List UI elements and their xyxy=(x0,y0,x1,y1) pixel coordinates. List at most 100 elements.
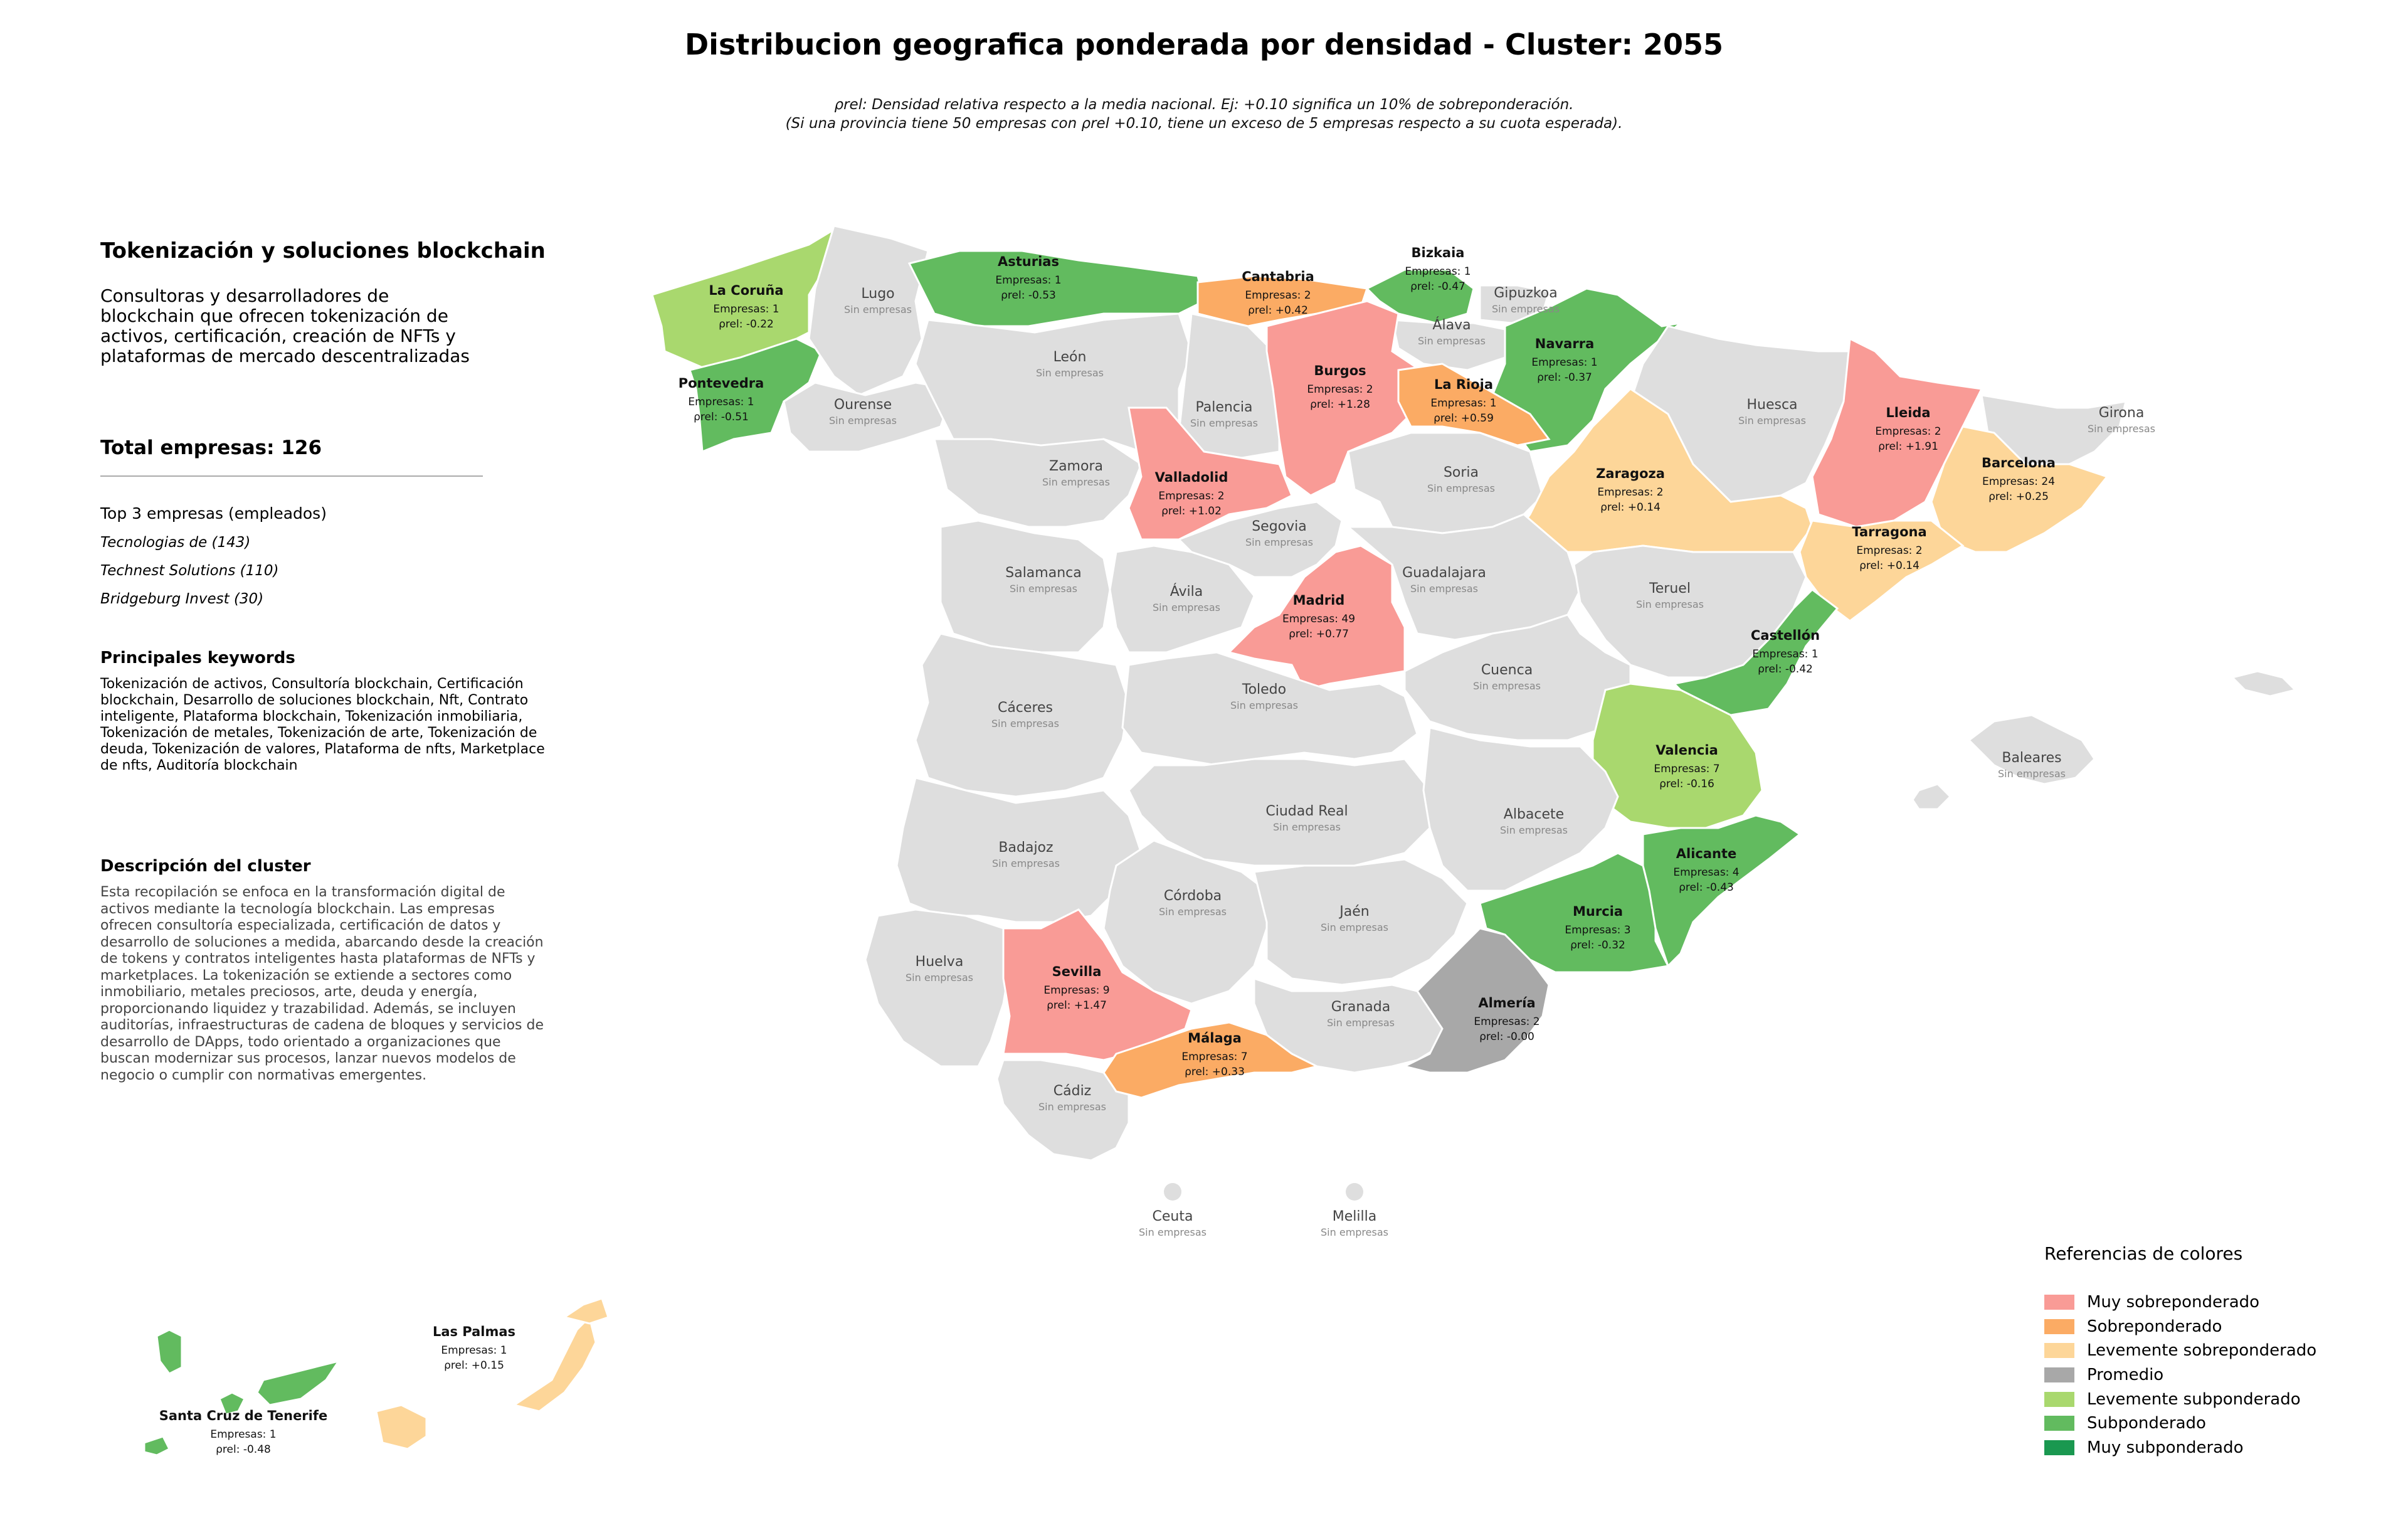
province-las-palmas xyxy=(562,1297,610,1325)
legend-label: Promedio xyxy=(2087,1366,2164,1385)
province-las-palmas xyxy=(512,1315,597,1413)
map-title: Distribucion geografica ponderada por de… xyxy=(685,28,1723,61)
province-label: Navarra xyxy=(1535,336,1595,351)
province-murcia xyxy=(1479,852,1670,974)
province-label: Huelva xyxy=(916,954,964,970)
legend-swatch xyxy=(2044,1391,2074,1407)
province-label: Santa Cruz de Tenerife xyxy=(159,1408,328,1423)
legend-swatch xyxy=(2044,1367,2074,1383)
density-note-line2: (Si una provincia tiene 50 empresas con … xyxy=(785,115,1623,132)
province-label: Cádiz xyxy=(1054,1083,1091,1099)
province-albacete xyxy=(1422,726,1619,892)
province-rho: ρrel: -0.53 xyxy=(1001,289,1056,302)
province-almeria xyxy=(1402,927,1550,1074)
province-label: Cáceres xyxy=(998,700,1053,716)
province-status: Sin empresas xyxy=(1500,824,1568,836)
province-santa-cruz-de-tenerife xyxy=(156,1329,183,1375)
province-huelva xyxy=(864,908,1011,1068)
province-status: Sin empresas xyxy=(1410,583,1478,595)
province-label: Lleida xyxy=(1886,405,1930,420)
province-status: Sin empresas xyxy=(2088,423,2155,435)
province-cadiz xyxy=(996,1059,1130,1162)
province-la-rioja xyxy=(1397,363,1551,447)
province-label: La Rioja xyxy=(1434,377,1493,392)
legend-item: Promedio xyxy=(2044,1363,2316,1387)
legend-swatch xyxy=(2044,1343,2074,1359)
province-labels: Lugo Sin empresas Ourense Sin empresas León S… xyxy=(159,245,2155,1456)
province-count: Empresas: 1 xyxy=(1405,265,1471,278)
province-rho: ρrel: +0.14 xyxy=(1859,560,1920,572)
province-rho: ρrel: -0.51 xyxy=(694,411,749,423)
province-count: Empresas: 49 xyxy=(1282,613,1355,625)
province-madrid xyxy=(1227,544,1406,691)
province-label: Castellón xyxy=(1751,628,1820,643)
province-melilla xyxy=(1346,1183,1363,1201)
province-label: Granada xyxy=(1331,999,1390,1015)
province-label: Sevilla xyxy=(1052,964,1102,979)
province-rho: ρrel: -0.43 xyxy=(1679,881,1734,894)
province-status: Sin empresas xyxy=(1230,699,1298,711)
province-status: Sin empresas xyxy=(1042,476,1110,488)
province-rho: ρrel: -0.48 xyxy=(216,1443,271,1456)
province-rho: ρrel: +0.59 xyxy=(1434,412,1494,425)
province-rho: ρrel: +0.77 xyxy=(1289,628,1349,640)
province-baleares xyxy=(2231,670,2297,698)
province-count: Empresas: 1 xyxy=(688,396,754,408)
province-la-coruna xyxy=(651,223,842,371)
province-label: Barcelona xyxy=(1982,455,2056,470)
province-rho: ρrel: +0.14 xyxy=(1600,501,1661,514)
province-label: Salamanca xyxy=(1005,565,1081,581)
province-label: Huesca xyxy=(1746,397,1797,413)
province-status: Sin empresas xyxy=(1327,1017,1395,1029)
province-label: Girona xyxy=(2099,405,2145,421)
province-label: Tarragona xyxy=(1852,524,1926,539)
province-status: Sin empresas xyxy=(1998,768,2066,780)
province-label: Albacete xyxy=(1504,807,1564,822)
province-status: Sin empresas xyxy=(1036,367,1104,379)
province-count: Empresas: 2 xyxy=(1875,425,1941,438)
province-status: Sin empresas xyxy=(844,304,912,316)
province-label: Ceuta xyxy=(1153,1209,1193,1224)
province-label: Teruel xyxy=(1649,581,1691,597)
province-label: La Coruña xyxy=(709,283,783,298)
density-note-line1: ρrel: Densidad relativa respecto a la me… xyxy=(834,97,1574,113)
province-label: Ciudad Real xyxy=(1265,804,1348,819)
province-valladolid xyxy=(1127,406,1293,541)
legend-swatch xyxy=(2044,1440,2074,1455)
province-status: Sin empresas xyxy=(829,415,897,427)
province-toledo xyxy=(1121,651,1418,767)
province-label: Jaén xyxy=(1338,904,1369,920)
province-label: Palencia xyxy=(1195,400,1252,415)
province-status: Sin empresas xyxy=(992,857,1060,869)
province-count: Empresas: 1 xyxy=(713,303,779,316)
province-label: Lugo xyxy=(861,286,894,302)
province-rho: ρrel: +1.02 xyxy=(1161,505,1222,517)
province-rho: ρrel: -0.22 xyxy=(719,318,774,331)
province-pontevedra xyxy=(689,337,823,454)
province-status: Sin empresas xyxy=(1492,303,1560,315)
province-label: León xyxy=(1054,349,1087,365)
top-companies-label: Top 3 empresas (empleados) xyxy=(100,504,327,523)
province-rho: ρrel: +0.25 xyxy=(1988,491,2049,503)
province-rho: ρrel: +1.28 xyxy=(1310,398,1370,411)
province-label: Gipuzkoa xyxy=(1494,285,1558,301)
cluster-summary: Consultoras y desarrolladores de blockch… xyxy=(100,285,470,366)
province-las-palmas xyxy=(375,1404,428,1450)
province-status: Sin empresas xyxy=(1273,821,1341,833)
province-status: Sin empresas xyxy=(1153,602,1220,613)
province-count: Empresas: 1 xyxy=(1430,397,1496,410)
keywords-title: Principales keywords xyxy=(100,649,295,667)
legend-item: Muy sobreponderado xyxy=(2044,1290,2316,1315)
province-label: Málaga xyxy=(1188,1031,1242,1046)
color-legend: Referencias de colores Muy sobreponderad… xyxy=(2044,1243,2316,1460)
province-label: Ávila xyxy=(1170,583,1203,600)
top-company-item: Technest Solutions (110) xyxy=(100,563,279,579)
top-company-item: Tecnologias de (143) xyxy=(100,534,251,551)
legend-label: Muy subponderado xyxy=(2087,1438,2244,1457)
province-lleida xyxy=(1811,337,1983,528)
legend-item: Subponderado xyxy=(2044,1411,2316,1436)
province-status: Sin empresas xyxy=(1473,680,1541,692)
province-rho: ρrel: -0.47 xyxy=(1410,280,1465,293)
province-rho: ρrel: -0.42 xyxy=(1758,663,1813,676)
province-count: Empresas: 1 xyxy=(441,1344,507,1357)
